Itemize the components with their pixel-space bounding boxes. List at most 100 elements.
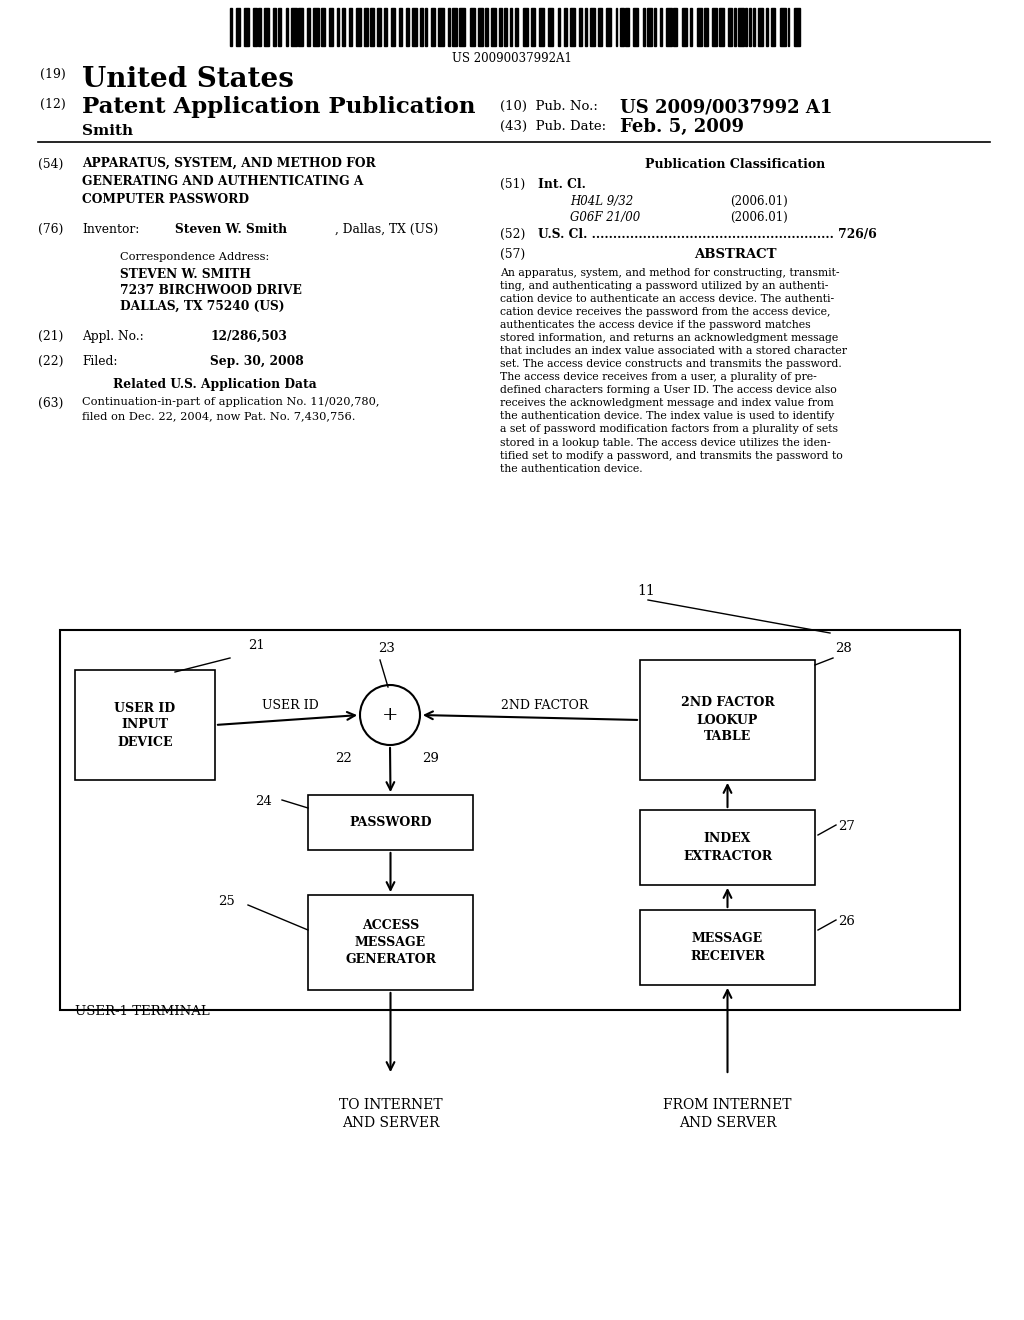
Bar — [75, 671, 215, 780]
Bar — [377, 8, 381, 46]
Bar — [643, 8, 645, 46]
Text: ABSTRACT: ABSTRACT — [693, 248, 776, 261]
Bar — [449, 8, 450, 46]
Bar — [640, 810, 815, 884]
Bar — [492, 8, 497, 46]
Bar — [653, 8, 656, 46]
Bar — [485, 8, 488, 46]
Text: INDEX
EXTRACTOR: INDEX EXTRACTOR — [683, 833, 772, 862]
Bar — [244, 8, 250, 46]
Bar — [771, 8, 775, 46]
Bar — [321, 8, 325, 46]
Text: Int. Cl.: Int. Cl. — [538, 178, 586, 191]
Bar — [230, 8, 231, 46]
Bar — [298, 8, 303, 46]
Bar — [539, 8, 545, 46]
Bar — [705, 8, 708, 46]
Bar — [758, 8, 763, 46]
Bar — [391, 8, 394, 46]
Bar — [590, 8, 595, 46]
Bar — [696, 8, 702, 46]
Text: (52): (52) — [500, 228, 525, 242]
Bar — [356, 8, 361, 46]
Bar — [558, 8, 560, 46]
Bar — [712, 8, 717, 46]
Bar — [371, 8, 374, 46]
Bar — [453, 8, 457, 46]
Text: Publication Classification: Publication Classification — [645, 158, 825, 172]
Bar — [307, 8, 310, 46]
Bar — [754, 8, 755, 46]
Bar — [606, 8, 611, 46]
Bar — [745, 8, 746, 46]
Text: Inventor:: Inventor: — [82, 223, 139, 236]
Text: Feb. 5, 2009: Feb. 5, 2009 — [620, 117, 744, 136]
Bar — [253, 8, 257, 46]
Text: USER-1 TERMINAL: USER-1 TERMINAL — [75, 1005, 210, 1018]
Bar — [399, 8, 401, 46]
Text: MESSAGE
RECEIVER: MESSAGE RECEIVER — [690, 932, 765, 962]
Text: 22: 22 — [335, 752, 352, 766]
Text: (19): (19) — [40, 69, 66, 81]
Text: (2006.01): (2006.01) — [730, 211, 787, 224]
Text: G06F 21/00: G06F 21/00 — [570, 211, 640, 224]
Bar — [750, 8, 752, 46]
Bar — [640, 909, 815, 985]
Text: (10)  Pub. No.:: (10) Pub. No.: — [500, 100, 598, 114]
Text: Continuation-in-part of application No. 11/020,780,
filed on Dec. 22, 2004, now : Continuation-in-part of application No. … — [82, 397, 380, 421]
Bar — [794, 8, 800, 46]
Bar — [615, 8, 617, 46]
Bar — [626, 8, 630, 46]
Text: 26: 26 — [838, 915, 855, 928]
Bar — [60, 630, 961, 1010]
Bar — [273, 8, 276, 46]
Text: (76): (76) — [38, 223, 63, 236]
Bar — [279, 8, 281, 46]
Bar — [264, 8, 269, 46]
Text: 29: 29 — [422, 752, 439, 766]
Text: 7237 BIRCHWOOD DRIVE: 7237 BIRCHWOOD DRIVE — [120, 284, 302, 297]
Text: 11: 11 — [637, 583, 654, 598]
Bar — [384, 8, 387, 46]
Text: US 20090037992A1: US 20090037992A1 — [452, 51, 572, 65]
Bar — [364, 8, 368, 46]
Bar — [766, 8, 768, 46]
Bar — [337, 8, 339, 46]
Text: 2ND FACTOR: 2ND FACTOR — [502, 700, 589, 711]
Bar — [570, 8, 575, 46]
Bar — [308, 895, 473, 990]
Bar — [510, 8, 512, 46]
Bar — [329, 8, 334, 46]
Text: (63): (63) — [38, 397, 63, 411]
Bar — [313, 8, 319, 46]
Text: US 2009/0037992 A1: US 2009/0037992 A1 — [620, 98, 833, 116]
Text: STEVEN W. SMITH: STEVEN W. SMITH — [120, 268, 251, 281]
Bar — [413, 8, 417, 46]
Bar — [500, 8, 502, 46]
Bar — [659, 8, 663, 46]
Text: (2006.01): (2006.01) — [730, 195, 787, 209]
Text: (51): (51) — [500, 178, 525, 191]
Text: ACCESS
MESSAGE
GENERATOR: ACCESS MESSAGE GENERATOR — [345, 919, 436, 966]
Text: APPARATUS, SYSTEM, AND METHOD FOR
GENERATING AND AUTHENTICATING A
COMPUTER PASSW: APPARATUS, SYSTEM, AND METHOD FOR GENERA… — [82, 157, 376, 206]
Bar — [531, 8, 535, 46]
Bar — [633, 8, 638, 46]
Bar — [728, 8, 732, 46]
Text: 21: 21 — [248, 639, 265, 652]
Bar — [598, 8, 602, 46]
Bar — [674, 8, 677, 46]
Bar — [647, 8, 652, 46]
Text: USER ID
INPUT
DEVICE: USER ID INPUT DEVICE — [115, 701, 175, 748]
Bar — [406, 8, 410, 46]
Bar — [308, 795, 473, 850]
Bar — [719, 8, 724, 46]
Text: Related U.S. Application Data: Related U.S. Application Data — [113, 378, 316, 391]
Text: 27: 27 — [838, 820, 855, 833]
Text: Appl. No.:: Appl. No.: — [82, 330, 143, 343]
Bar — [237, 8, 240, 46]
Bar — [286, 8, 288, 46]
Text: Smith: Smith — [82, 124, 133, 139]
Bar — [420, 8, 423, 46]
Bar — [504, 8, 507, 46]
Bar — [425, 8, 427, 46]
